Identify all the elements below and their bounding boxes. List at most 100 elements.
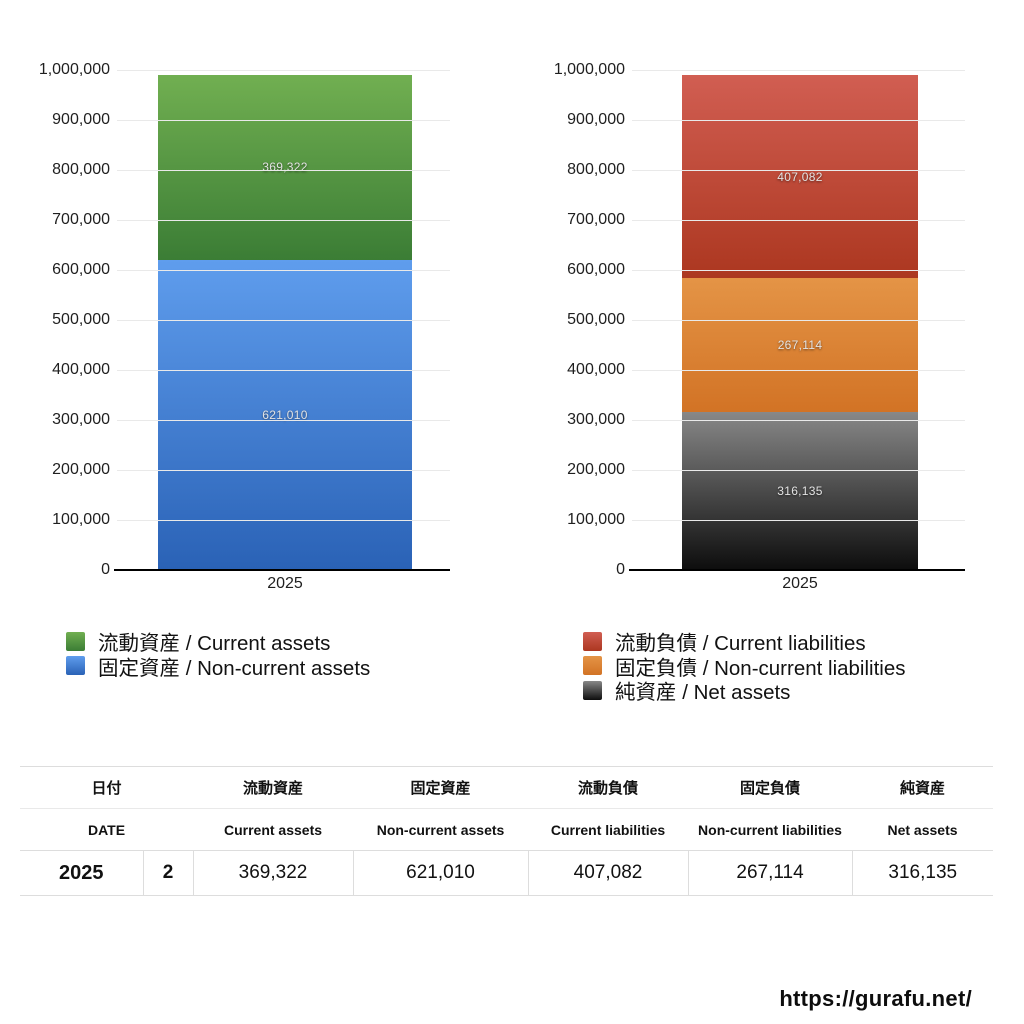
legend-swatch-current-assets [66,631,85,651]
table-row: 2025 2 369,322 621,010 407,082 267,114 3… [20,850,994,896]
gridline [632,270,965,271]
legend-label: 流動負債 / Current liabilities [615,632,866,656]
header-date-en: DATE [20,808,194,851]
stacked-bar: 621,010 369,322 [158,70,412,570]
assets-legend: 流動資産 / Current assets 固定資産 / Non-current… [66,629,371,680]
header-non-current-liabilities-en: Non-current liabilities [688,808,853,851]
y-tick-label: 700,000 [567,211,625,228]
legend-swatch-non-current-liabilities [583,656,602,676]
bar-segment-current-assets: 369,322 [158,74,412,260]
legend-label: 固定負債 / Non-current liabilities [615,656,906,680]
site-url: https://gurafu.net/ [779,986,972,1011]
y-tick-label: 600,000 [567,261,625,278]
cell-non-current-liabilities: 267,114 [687,850,853,896]
cell-current-liabilities: 407,082 [527,850,689,896]
y-tick-label: 500,000 [567,311,625,328]
gridline [632,70,965,71]
bar-value-label: 267,114 [777,338,823,353]
header-date-jp: 日付 [20,766,194,809]
header-net-assets-jp: 純資産 [852,766,994,809]
y-axis: 1,000,000 900,000 800,000 700,000 600,000 500… [515,61,625,578]
header-current-assets-jp: 流動資産 [193,766,354,809]
header-non-current-assets-jp: 固定資産 [353,766,529,809]
bar-segment-non-current-liabilities: 267,114 [682,278,918,412]
x-tick-label: 2025 [782,575,818,592]
legend-item-current-liabilities: 流動負債 / Current liabilities [583,629,906,656]
gridline [117,70,450,71]
y-tick-label: 900,000 [52,111,110,128]
gridline [117,320,450,321]
legend-item-net-assets: 純資産 / Net assets [583,678,906,705]
bar-value-label: 316,135 [777,483,823,498]
y-axis: 1,000,000 900,000 800,000 700,000 600,000 500… [0,61,110,578]
header-non-current-liabilities-jp: 固定負債 [688,766,853,809]
gridline [632,320,965,321]
legend-item-non-current-liabilities: 固定負債 / Non-current liabilities [583,654,906,680]
header-current-liabilities-en: Current liabilities [528,808,689,851]
legend-item-current-assets: 流動資産 / Current assets [66,629,370,656]
gridline [632,120,965,121]
legend-swatch-current-liabilities [583,631,602,651]
gridline [632,370,965,371]
legend-label: 流動資産 / Current assets [98,632,331,656]
bar-segment-non-current-assets: 621,010 [158,259,412,570]
y-tick-label: 500,000 [52,311,110,328]
y-tick-label: 400,000 [567,361,625,378]
liabilities-chart: 1,000,000 900,000 800,000 700,000 600,000 500… [515,61,965,610]
y-tick-label: 800,000 [52,161,110,178]
legend-swatch-net-assets [583,680,602,700]
y-tick-label: 0 [101,561,110,578]
cell-month: 2 [142,850,194,896]
header-current-liabilities-jp: 流動負債 [528,766,689,809]
x-axis-line [629,569,965,571]
y-tick-label: 100,000 [567,511,625,528]
header-current-assets-en: Current assets [193,808,354,851]
assets-chart: 1,000,000 900,000 800,000 700,000 600,000 500… [0,61,450,610]
y-tick-label: 400,000 [52,361,110,378]
stacked-bar: 316,135 267,114 407,082 [682,70,918,570]
bar-segment-net-assets: 316,135 [682,411,918,570]
legend-label: 純資産 / Net assets [615,681,791,705]
bar-value-label: 369,322 [262,160,308,175]
y-tick-label: 300,000 [52,411,110,428]
header-net-assets-en: Net assets [852,808,994,851]
balance-sheet-table: 日付 流動資産 固定資産 流動負債 固定負債 純資産 DATE Current … [20,766,994,896]
plot-area: 621,010 369,322 [114,70,450,571]
gridline [117,470,450,471]
bar-value-label: 407,082 [777,169,823,184]
plot-area: 316,135 267,114 407,082 [629,70,965,571]
cell-year: 2025 [20,850,143,896]
legend-item-non-current-assets: 固定資産 / Non-current assets [66,654,371,680]
y-tick-label: 200,000 [52,461,110,478]
header-non-current-assets-en: Non-current assets [353,808,529,851]
gridline [117,220,450,221]
y-tick-label: 800,000 [567,161,625,178]
y-tick-label: 100,000 [52,511,110,528]
y-tick-label: 200,000 [567,461,625,478]
y-tick-label: 900,000 [567,111,625,128]
bar-value-label: 621,010 [262,407,308,422]
bar-segment-current-liabilities: 407,082 [682,74,918,279]
cell-net-assets: 316,135 [851,850,994,896]
y-tick-label: 700,000 [52,211,110,228]
y-tick-label: 300,000 [567,411,625,428]
y-tick-label: 1,000,000 [38,61,110,78]
y-tick-label: 0 [616,561,625,578]
gridline [632,170,965,171]
gridline [632,420,965,421]
gridline [117,370,450,371]
table-header-en: DATE Current assets Non-current assets C… [20,808,994,851]
gridline [117,170,450,171]
liabilities-legend: 流動負債 / Current liabilities 固定負債 / Non-cu… [583,629,906,705]
cell-current-assets: 369,322 [192,850,354,896]
legend-label: 固定資産 / Non-current assets [98,656,371,680]
x-axis-line [114,569,450,571]
gridline [632,470,965,471]
cell-non-current-assets: 621,010 [352,850,529,896]
legend-swatch-non-current-assets [66,656,85,676]
gridline [117,120,450,121]
gridline [117,420,450,421]
gridline [117,520,450,521]
gridline [632,520,965,521]
